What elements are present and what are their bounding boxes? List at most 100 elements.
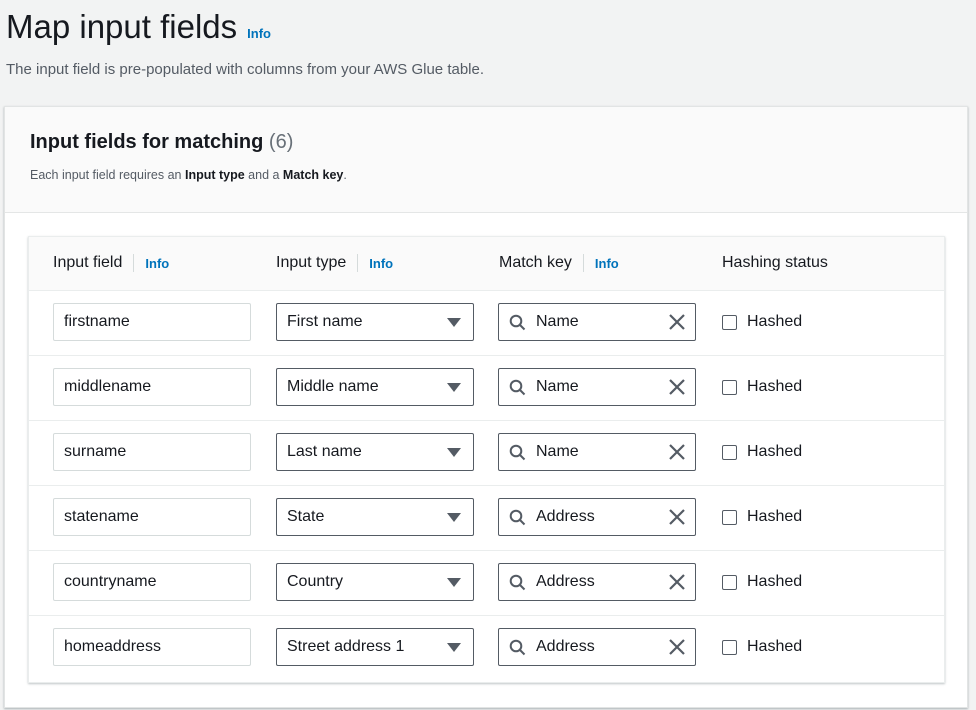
table-row: firstname First name Name Hashed [29,291,944,356]
input-type-select[interactable]: Middle name [276,368,474,406]
header-label: Input type [276,254,347,271]
card-description: Each input field requires an Input type … [30,168,967,182]
input-type-value: Street address 1 [287,638,405,655]
match-key-search[interactable]: Name [498,433,696,471]
caret-down-icon [447,642,461,652]
table-row: countryname Country Address Hashed [29,551,944,616]
header-label: Match key [499,254,572,271]
input-type-info-link[interactable]: Info [369,255,394,271]
hashed-label: Hashed [747,638,803,655]
desc-input-type: Input type [184,168,245,182]
input-type-select[interactable]: Last name [276,433,474,471]
clear-x-icon[interactable] [669,444,685,460]
hashed-checkbox[interactable]: Hashed [722,303,802,341]
hashed-label: Hashed [747,313,803,330]
caret-down-icon [447,317,461,327]
input-type-select[interactable]: Street address 1 [276,628,474,666]
match-key-info-link[interactable]: Info [594,255,619,271]
input-type-select[interactable]: State [276,498,474,536]
hashed-checkbox[interactable]: Hashed [722,563,802,601]
input-field-value: countryname [64,573,157,590]
table-row: middlename Middle name Name Hashed [29,356,944,421]
input-type-select[interactable]: Country [276,563,474,601]
search-icon [509,639,526,655]
search-icon [509,314,526,330]
match-key-search[interactable]: Address [498,498,696,536]
match-key-value: Address [536,508,595,525]
input-field-info-link[interactable]: Info [145,255,170,271]
header-label: Hashing status [722,254,828,271]
hashed-label: Hashed [747,573,803,590]
search-icon [509,574,526,590]
search-icon [509,379,526,395]
input-field-input[interactable]: firstname [53,303,251,341]
checkbox-box[interactable] [722,314,737,330]
table-body: firstname First name Name Hashed middlena… [29,291,944,681]
input-field-value: homeaddress [64,638,161,655]
input-field-input[interactable]: statename [53,498,251,536]
input-field-value: surname [64,443,127,460]
match-key-value: Name [536,313,579,330]
match-key-search[interactable]: Name [498,368,696,406]
table-header: Input field Info Input type Info Match key… [29,237,944,291]
header-input-field: Input field Info [53,254,169,272]
card-title: Input fields for matching (6) [30,131,967,154]
header-match-key: Match key Info [499,254,619,272]
desc-text: . [343,168,347,182]
clear-x-icon[interactable] [669,574,685,590]
card-title-text: Input fields for matching [30,131,264,153]
clear-x-icon[interactable] [669,314,685,330]
table-row: homeaddress Street address 1 Address Has… [29,616,944,681]
clear-x-icon[interactable] [669,639,685,655]
desc-text: and a [244,168,283,182]
input-type-value: Country [287,573,344,590]
search-icon [509,444,526,460]
divider [133,254,135,272]
header-input-type: Input type Info [276,254,393,272]
match-key-search[interactable]: Address [498,628,696,666]
input-type-value: Last name [287,443,362,460]
caret-down-icon [447,447,461,457]
input-field-input[interactable]: surname [53,433,251,471]
clear-x-icon[interactable] [669,509,685,525]
input-field-input[interactable]: middlename [53,368,251,406]
desc-text: Each input field requires an [30,168,185,182]
input-field-input[interactable]: homeaddress [53,628,251,666]
hashed-checkbox[interactable]: Hashed [722,433,802,471]
field-count: (6) [268,131,294,153]
card-header: Input fields for matching (6) Each input… [5,107,967,213]
input-type-value: State [287,508,325,525]
hashed-checkbox[interactable]: Hashed [722,368,802,406]
caret-down-icon [447,512,461,522]
input-fields-card: Input fields for matching (6) Each input… [4,106,968,708]
hashed-label: Hashed [747,443,803,460]
input-field-value: firstname [64,313,130,330]
input-field-input[interactable]: countryname [53,563,251,601]
input-fields-table: Input field Info Input type Info Match key… [28,236,945,683]
clear-x-icon[interactable] [669,379,685,395]
match-key-search[interactable]: Address [498,563,696,601]
hashed-checkbox[interactable]: Hashed [722,498,802,536]
page-info-link[interactable]: Info [247,26,271,41]
hashed-checkbox[interactable]: Hashed [722,628,802,666]
input-type-select[interactable]: First name [276,303,474,341]
header-label: Input field [53,254,123,271]
match-key-value: Address [536,638,595,655]
match-key-search[interactable]: Name [498,303,696,341]
checkbox-box[interactable] [722,639,737,655]
page-title: Map input fields Info [6,8,271,46]
checkbox-box[interactable] [722,379,737,395]
checkbox-box[interactable] [722,509,737,525]
hashed-label: Hashed [747,378,803,395]
checkbox-box[interactable] [722,444,737,460]
divider [357,254,359,272]
caret-down-icon [447,577,461,587]
input-field-value: statename [64,508,139,525]
search-icon [509,509,526,525]
divider [582,254,584,272]
table-row: statename State Address Hashed [29,486,944,551]
page-subtitle: The input field is pre-populated with co… [6,61,485,78]
checkbox-box[interactable] [722,574,737,590]
table-row: surname Last name Name Hashed [29,421,944,486]
hashed-label: Hashed [747,508,803,525]
